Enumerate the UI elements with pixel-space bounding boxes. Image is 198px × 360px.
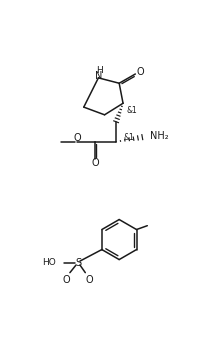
Text: O: O [85, 275, 93, 285]
Text: &1: &1 [126, 106, 137, 115]
Text: O: O [91, 158, 99, 167]
Text: NH₂: NH₂ [150, 131, 169, 141]
Text: H: H [96, 66, 103, 75]
Text: O: O [136, 67, 144, 77]
Text: N: N [95, 71, 103, 81]
Text: S: S [75, 258, 81, 267]
Text: HO: HO [42, 258, 56, 267]
Text: O: O [62, 275, 70, 285]
Text: O: O [74, 133, 81, 143]
Text: &1: &1 [124, 132, 135, 141]
